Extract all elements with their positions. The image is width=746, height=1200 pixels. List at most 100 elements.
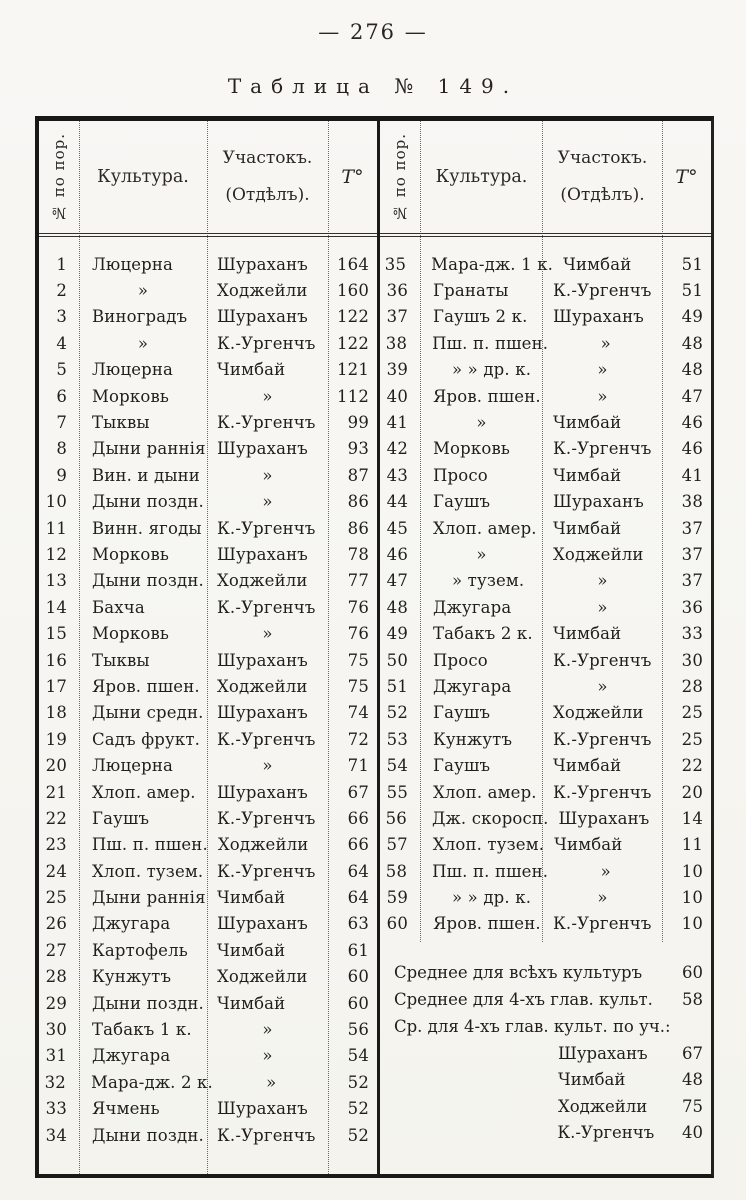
row-culture: Хлоп. тузем. — [92, 861, 204, 881]
row-culture: » — [476, 413, 487, 433]
row-plot: Чимбай — [553, 413, 622, 433]
table-row: 14 Бахча К.-Ургенчъ 76 — [39, 594, 377, 620]
data-table: № по пор. Культура. Участокъ. (Отдѣлъ). … — [35, 116, 714, 1178]
row-temperature: 46 — [681, 413, 703, 433]
table-row: 19 Садъ фрукт. К.-Ургенчъ 72 — [39, 726, 377, 752]
row-temperature: 37 — [681, 571, 703, 591]
table-row: 7 Тыквы К.-Ургенчъ 99 — [39, 409, 377, 435]
row-temperature: 75 — [347, 650, 369, 670]
row-plot: » — [597, 360, 608, 380]
row-temperature: 63 — [347, 914, 369, 934]
row-plot: К.-Ургенчъ — [217, 808, 316, 828]
row-number: 3 — [56, 307, 67, 327]
row-number: 45 — [386, 518, 408, 538]
row-number: 32 — [44, 1072, 66, 1092]
summary-by-plot: Шураханъ 67 Чимбай 48 Ходжейли 75 К.-Ург… — [380, 1040, 711, 1146]
table-row: 50 Просо К.-Ургенчъ 30 — [380, 647, 711, 673]
row-plot: Чимбай — [217, 360, 286, 380]
row-culture: Морковь — [92, 544, 170, 564]
row-number: 29 — [45, 993, 67, 1013]
summary-location-value: 67 — [682, 1043, 703, 1063]
row-plot: » — [266, 1072, 277, 1092]
table-row: 25 Дыни раннія Чимбай 64 — [39, 884, 377, 910]
header-plot-line1: Участокъ. — [222, 147, 313, 168]
row-culture: Кунжутъ — [92, 967, 172, 987]
table-row: 4 » К.-Ургенчъ 122 — [39, 330, 377, 356]
table-row: 17 Яров. пшен. Ходжейли 75 — [39, 673, 377, 699]
row-plot: Ходжейли — [217, 967, 308, 987]
summary-label: Среднее для 4-хъ глав. культ. — [394, 990, 653, 1010]
row-temperature: 72 — [347, 729, 369, 749]
table-row: 31 Джугара » 54 — [39, 1043, 377, 1069]
row-temperature: 48 — [681, 333, 704, 353]
row-number: 49 — [386, 624, 408, 644]
row-culture: Ячмень — [92, 1099, 160, 1119]
row-temperature: 66 — [347, 808, 369, 828]
row-temperature: 60 — [347, 967, 369, 987]
row-temperature: 86 — [347, 492, 369, 512]
table-row: 33 Ячмень Шураханъ 52 — [39, 1096, 377, 1122]
row-culture: Джугара — [433, 676, 512, 696]
row-plot: К.-Ургенчъ — [217, 861, 316, 881]
row-temperature: 93 — [347, 439, 369, 459]
table-row: 18 Дыни средн. Шураханъ 74 — [39, 700, 377, 726]
row-number: 15 — [45, 624, 67, 644]
row-number: 13 — [45, 571, 67, 591]
row-temperature: 10 — [681, 861, 704, 881]
row-number: 53 — [386, 729, 408, 749]
row-plot: К.-Ургенчъ — [553, 729, 652, 749]
row-number: 31 — [45, 1046, 67, 1066]
row-temperature: 74 — [347, 703, 369, 723]
row-plot: Шураханъ — [217, 439, 308, 459]
column-divider — [79, 121, 80, 1174]
row-number: 5 — [56, 360, 67, 380]
row-temperature: 76 — [347, 597, 369, 617]
row-culture: Тыквы — [92, 650, 150, 670]
row-plot: » — [597, 386, 608, 406]
row-plot: Шураханъ — [553, 492, 644, 512]
row-culture: Морковь — [433, 439, 511, 459]
table-row: 57 Хлоп. тузем. Чимбай 11 — [380, 832, 711, 858]
row-plot: Чимбай — [553, 518, 622, 538]
row-number: 44 — [386, 492, 408, 512]
page-number: — 276 — — [318, 20, 428, 44]
summary-location-row: Шураханъ 67 — [380, 1040, 711, 1067]
table-row: 21 Хлоп. амер. Шураханъ 67 — [39, 779, 377, 805]
summary-location-row: Чимбай 48 — [380, 1067, 711, 1094]
row-culture: Дыни поздн. — [92, 1125, 204, 1145]
row-temperature: 87 — [347, 465, 369, 485]
row-number: 10 — [45, 492, 67, 512]
row-plot: Шураханъ — [553, 307, 644, 327]
row-culture: Яров. пшен. — [92, 676, 200, 696]
row-culture: Хлоп. амер. — [92, 782, 196, 802]
row-temperature: 36 — [681, 597, 703, 617]
row-number: 7 — [56, 413, 67, 433]
row-plot: К.-Ургенчъ — [553, 439, 652, 459]
table-row: 5 Люцерна Чимбай 121 — [39, 357, 377, 383]
table-row: 30 Табакъ 1 к. » 56 — [39, 1016, 377, 1042]
row-temperature: 28 — [681, 676, 703, 696]
summary-label: Среднее для всѣхъ культуръ — [394, 963, 643, 983]
row-number: 19 — [45, 729, 67, 749]
table-row: 8 Дыни раннія Шураханъ 93 — [39, 436, 377, 462]
row-temperature: 54 — [347, 1046, 369, 1066]
row-temperature: 52 — [347, 1125, 369, 1145]
summary-location-label: К.-Ургенчъ — [557, 1123, 655, 1143]
summary-location-label: Чимбай — [558, 1070, 626, 1090]
row-culture: Морковь — [92, 386, 170, 406]
summary-location-label: Шураханъ — [558, 1043, 648, 1063]
table-row: 56 Дж. скоросп. Шураханъ 14 — [380, 805, 711, 831]
row-temperature: 60 — [347, 993, 369, 1013]
row-number: 24 — [45, 861, 67, 881]
row-temperature: 112 — [337, 386, 369, 406]
row-culture: Хлоп. амер. — [433, 518, 537, 538]
row-culture: Гаушъ — [433, 492, 491, 512]
table-row: 24 Хлоп. тузем. К.-Ургенчъ 64 — [39, 858, 377, 884]
row-number: 9 — [56, 465, 67, 485]
table-row: 12 Морковь Шураханъ 78 — [39, 541, 377, 567]
row-culture: » » др. к. — [452, 888, 532, 908]
row-number: 6 — [56, 386, 67, 406]
table-row: 48 Джугара » 36 — [380, 594, 711, 620]
table-row: 6 Морковь » 112 — [39, 383, 377, 409]
